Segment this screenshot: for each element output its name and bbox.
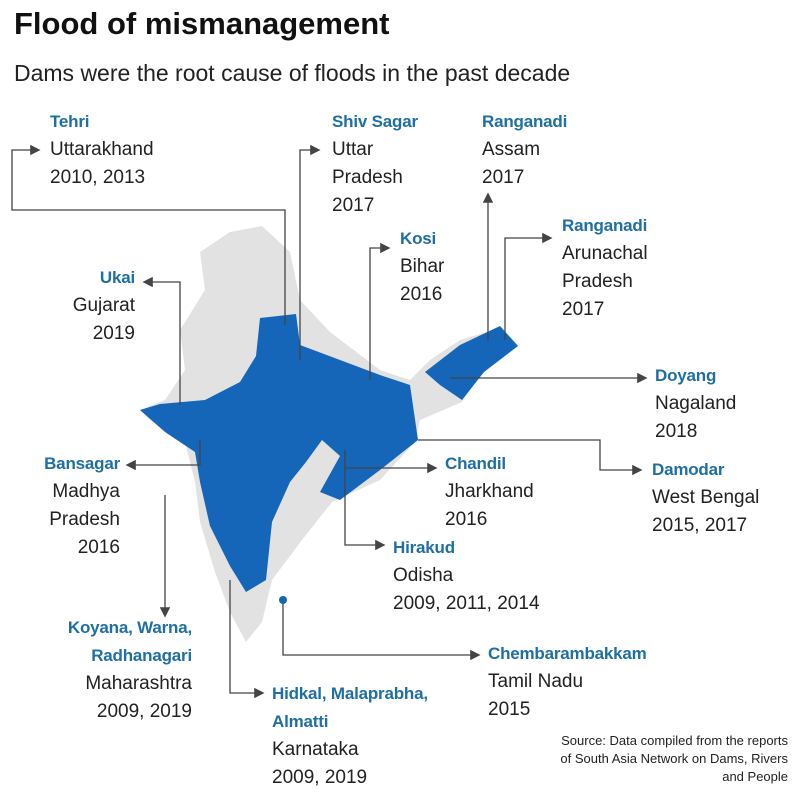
state-name: Odisha — [393, 565, 454, 586]
state-name: Uttar Pradesh — [332, 139, 403, 188]
dam-label: Bansagar Madhya Pradesh 2016 — [10, 450, 120, 562]
flood-years: 2017 — [562, 299, 605, 320]
state-name: Maharashtra — [85, 673, 192, 694]
dam-name: Hirakud — [393, 538, 455, 557]
dam-label: Ukai Gujarat 2019 — [20, 264, 136, 348]
flood-years: 2015, 2017 — [652, 515, 748, 536]
flood-years: 2016 — [77, 537, 120, 558]
dam-name: Ranganadi — [562, 216, 648, 235]
state-name: Nagaland — [655, 393, 737, 414]
dam-label: Hidkal, Malaprabha, Almatti Karnataka 2009… — [272, 680, 472, 792]
dam-label: Koyana, Warna, Radhanagari Maharashtra 200… — [20, 614, 192, 726]
dam-name: Chandil — [445, 454, 506, 473]
dam-name: Ukai — [99, 268, 135, 287]
dam-label: Damodar West Bengal 2015, 2017 — [652, 456, 800, 540]
dam-name: Tehri — [50, 112, 90, 131]
dam-label: Tehri Uttarakhand 2010, 2013 — [50, 108, 220, 192]
flood-years: 2017 — [332, 195, 375, 216]
state-name: Jharkhand — [445, 481, 534, 502]
flood-years: 2009, 2011, 2014 — [393, 593, 540, 614]
dam-name: Hidkal, Malaprabha, Almatti — [272, 684, 428, 731]
state-name: Tamil Nadu — [488, 671, 584, 692]
subtitle: Dams were the root cause of floods in th… — [14, 60, 571, 86]
flood-years: 2015 — [488, 699, 531, 720]
dam-label: Doyang Nagaland 2018 — [655, 362, 795, 446]
dam-name: Chembarambakkam — [488, 644, 647, 663]
dam-name: Bansagar — [44, 454, 120, 473]
dam-name: Doyang — [655, 366, 717, 385]
site-marker — [279, 596, 287, 604]
dam-label: Shiv Sagar Uttar Pradesh 2017 — [332, 108, 442, 220]
state-name: West Bengal — [652, 487, 760, 508]
flood-years: 2010, 2013 — [50, 167, 146, 188]
dam-name: Shiv Sagar — [332, 112, 418, 131]
dam-label: Chandil Jharkhand 2016 — [445, 450, 595, 534]
state-name: Bihar — [400, 256, 445, 277]
flood-years: 2016 — [400, 284, 443, 305]
dam-name: Kosi — [400, 229, 437, 248]
state-name: Assam — [482, 139, 541, 160]
flood-years: 2009, 2019 — [272, 767, 368, 788]
dam-name: Damodar — [652, 460, 725, 479]
flood-years: 2019 — [92, 323, 135, 344]
affected-states — [140, 314, 418, 592]
dam-label: Kosi Bihar 2016 — [400, 225, 490, 309]
dam-name: Koyana, Warna, Radhanagari — [67, 618, 192, 665]
state-name: Arunachal Pradesh — [562, 243, 648, 292]
state-name: Karnataka — [272, 739, 359, 760]
flood-years: 2018 — [655, 421, 698, 442]
dam-label: Ranganadi Assam 2017 — [482, 108, 602, 192]
source: Source: Data compiled from the reports o… — [560, 733, 788, 784]
title: Flood of mismanagement — [14, 6, 390, 41]
state-name: Gujarat — [72, 295, 135, 316]
flood-years: 2016 — [445, 509, 488, 530]
dam-label: Chembarambakkam Tamil Nadu 2015 — [488, 640, 688, 724]
connectors — [11, 144, 648, 699]
dam-label: Hirakud Odisha 2009, 2011, 2014 — [393, 534, 593, 618]
dam-label: Ranganadi Arunachal Pradesh 2017 — [562, 212, 702, 324]
state-name: Madhya Pradesh — [49, 481, 120, 530]
flood-years: 2009, 2019 — [96, 701, 192, 722]
state-name: Uttarakhand — [50, 139, 154, 160]
dam-name: Ranganadi — [482, 112, 568, 131]
affected-ne-states — [425, 326, 518, 400]
flood-years: 2017 — [482, 167, 525, 188]
